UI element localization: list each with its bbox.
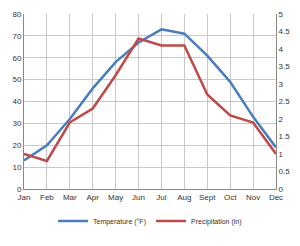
svg-text:Temperature (°F): Temperature (°F)	[93, 218, 146, 226]
svg-text:1: 1	[279, 150, 284, 159]
svg-text:4.5: 4.5	[279, 27, 291, 36]
svg-text:Aug: Aug	[177, 193, 191, 202]
svg-text:3.5: 3.5	[279, 62, 291, 71]
svg-text:Feb: Feb	[40, 193, 54, 202]
svg-text:1.5: 1.5	[279, 132, 291, 141]
svg-text:0: 0	[279, 185, 284, 194]
svg-text:30: 30	[12, 119, 21, 128]
svg-text:0.5: 0.5	[279, 167, 291, 176]
svg-text:Precipitation (in): Precipitation (in)	[191, 218, 242, 226]
svg-text:10: 10	[12, 163, 21, 172]
svg-text:Mar: Mar	[63, 193, 77, 202]
svg-text:Apr: Apr	[87, 193, 100, 202]
svg-text:2.5: 2.5	[279, 97, 291, 106]
svg-text:Dec: Dec	[269, 193, 283, 202]
svg-text:2: 2	[279, 115, 284, 124]
svg-text:50: 50	[12, 75, 21, 84]
svg-text:20: 20	[12, 141, 21, 150]
svg-text:Jun: Jun	[132, 193, 145, 202]
svg-text:3: 3	[279, 80, 284, 89]
svg-text:4: 4	[279, 45, 284, 54]
svg-text:80: 80	[12, 10, 21, 19]
svg-text:70: 70	[12, 32, 21, 41]
svg-text:60: 60	[12, 54, 21, 63]
svg-text:Oct: Oct	[224, 193, 237, 202]
svg-text:Nov: Nov	[246, 193, 260, 202]
svg-text:May: May	[108, 193, 123, 202]
svg-text:0: 0	[17, 185, 22, 194]
svg-text:Jan: Jan	[18, 193, 31, 202]
svg-text:Jul: Jul	[156, 193, 166, 202]
svg-text:Sept: Sept	[199, 193, 216, 202]
svg-text:40: 40	[12, 97, 21, 106]
svg-text:5: 5	[279, 10, 284, 19]
